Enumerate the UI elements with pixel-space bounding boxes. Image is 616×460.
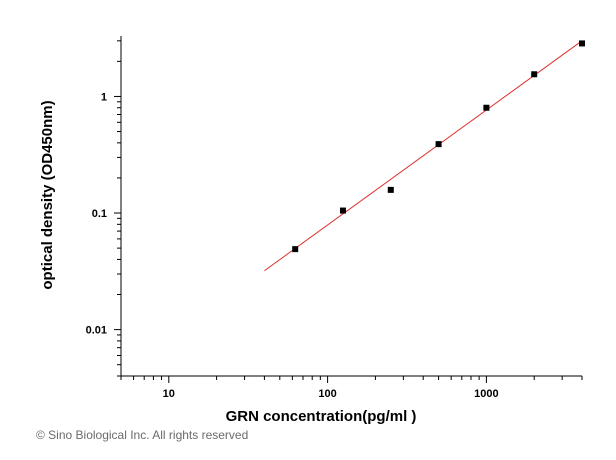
ticks [114,40,583,383]
fit-line [264,40,583,272]
y-tick-label: 1 [101,91,107,103]
y-axis-title: optical density (OD450nm) [39,100,56,289]
data-point [387,186,394,193]
x-tick-label: 10 [163,388,175,400]
data-point [435,141,442,148]
data-point [579,40,585,47]
data-point [292,246,299,253]
x-axis-title: GRN concentration(pg/ml ) [226,408,417,425]
data-point [531,71,538,78]
x-tick-label: 1000 [474,388,498,400]
y-tick-label: 0.1 [92,208,107,220]
data-points [292,40,585,253]
fit-line-group [264,40,583,272]
data-point [339,207,346,214]
copyright-notice: © Sino Biological Inc. All rights reserv… [36,428,249,442]
x-tick-label: 100 [318,388,336,400]
tick-labels: 10 100 1000 0.01 0.1 1 [86,91,499,400]
y-tick-label: 0.01 [86,325,107,337]
data-point [483,104,490,111]
axes [120,36,582,377]
